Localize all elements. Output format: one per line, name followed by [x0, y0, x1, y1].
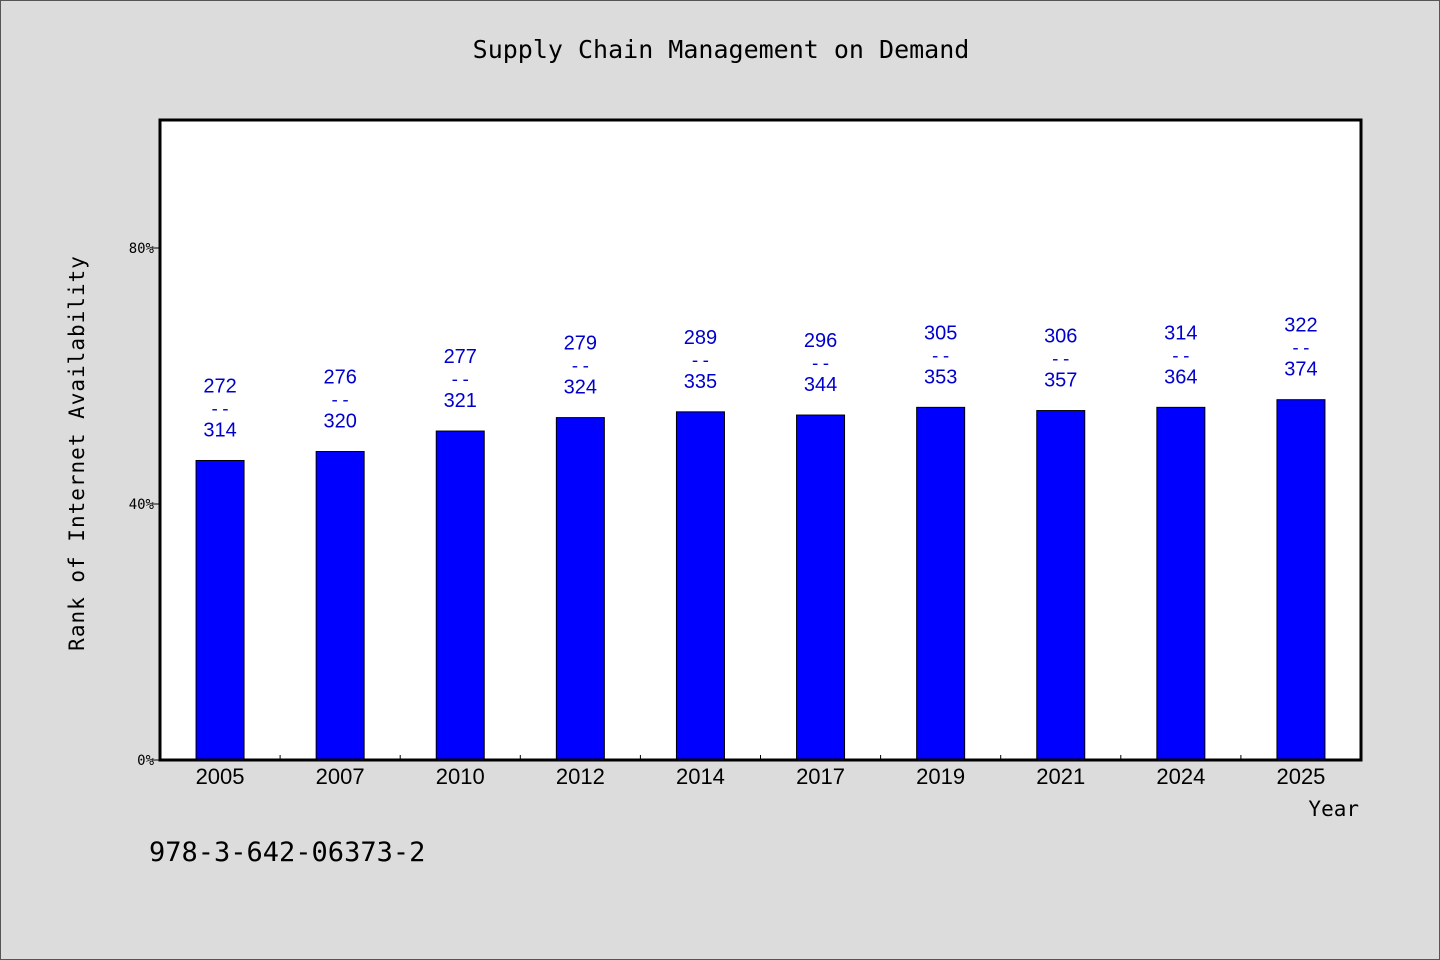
x-tick-label: 2021: [1036, 764, 1085, 789]
bar: [195, 459, 245, 761]
data-label-high: 324: [564, 377, 597, 399]
y-tick-label: 40%: [129, 497, 155, 513]
x-tick-label: 2007: [316, 764, 365, 789]
data-label-low: 306: [1044, 326, 1077, 348]
data-label-high: 344: [804, 374, 837, 396]
data-label-high: 335: [684, 371, 717, 393]
x-tick-label: 2017: [796, 764, 845, 789]
bar: [1156, 406, 1206, 761]
data-label-high: 314: [203, 419, 236, 441]
bar: [796, 414, 846, 761]
bar: [675, 411, 725, 761]
data-label-low: 276: [323, 367, 356, 389]
plot-frame: [158, 118, 1363, 762]
x-tick-label: 2019: [916, 764, 965, 789]
data-label-separator: --: [1050, 349, 1072, 370]
y-tick-label: 0%: [137, 753, 154, 769]
isbn-code: 978-3-642-06373-2: [149, 837, 426, 868]
bar: [435, 430, 485, 761]
chart-title: Supply Chain Management on Demand: [472, 35, 970, 64]
bar: [1276, 399, 1326, 761]
x-axis-title: Year: [1308, 797, 1359, 821]
data-label-separator: --: [449, 369, 471, 390]
data-label-low: 279: [564, 333, 597, 355]
data-label-low: 289: [684, 327, 717, 349]
data-label-separator: --: [209, 398, 231, 419]
bar: [555, 417, 605, 761]
data-label-low: 277: [444, 346, 477, 368]
data-label-separator: --: [930, 345, 952, 366]
data-label-separator: --: [570, 356, 592, 377]
data-label-low: 314: [1164, 322, 1197, 344]
x-tick-label: 2010: [436, 764, 485, 789]
x-tick-label: 2012: [556, 764, 605, 789]
data-label-separator: --: [810, 353, 832, 374]
data-label-high: 357: [1044, 370, 1077, 392]
bar: [916, 406, 966, 761]
data-label-high: 353: [924, 366, 957, 388]
data-label-separator: --: [690, 350, 712, 371]
data-label-high: 320: [323, 411, 356, 433]
x-tick-label: 2025: [1276, 764, 1325, 789]
data-label-low: 272: [203, 375, 236, 397]
x-tick-label: 2014: [676, 764, 725, 789]
data-label-separator: --: [1170, 345, 1192, 366]
x-tick-label: 2024: [1156, 764, 1205, 789]
data-label-high: 364: [1164, 366, 1197, 388]
data-label-high: 321: [444, 390, 477, 412]
bar: [315, 451, 365, 761]
bar: [1036, 410, 1086, 761]
x-tick-label: 2005: [196, 764, 245, 789]
data-label-high: 374: [1284, 359, 1317, 381]
data-label-separator: --: [1290, 338, 1312, 359]
data-label-separator: --: [329, 390, 351, 411]
data-label-low: 296: [804, 330, 837, 352]
data-label-low: 322: [1284, 315, 1317, 337]
y-tick-label: 80%: [129, 241, 155, 257]
data-label-low: 305: [924, 322, 957, 344]
